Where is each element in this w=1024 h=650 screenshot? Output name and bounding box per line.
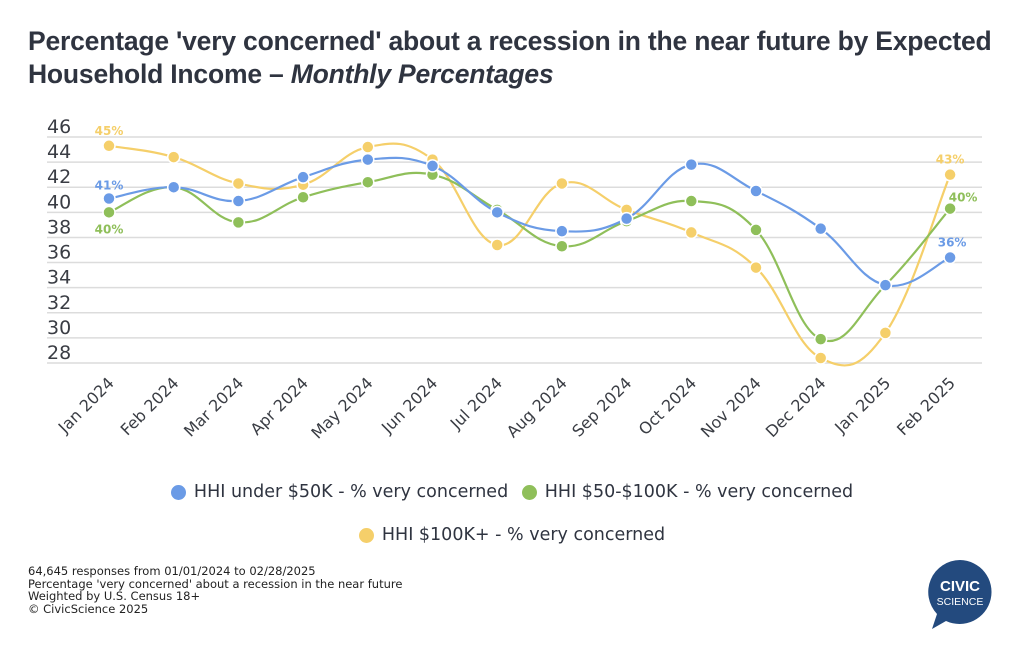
- data-label: 40%: [949, 191, 978, 205]
- legend-dot-icon: [358, 527, 374, 543]
- data-label: 45%: [95, 124, 124, 138]
- chart-title: Percentage 'very concerned' about a rece…: [28, 25, 1008, 91]
- data-point: [231, 194, 246, 208]
- data-point: [684, 157, 699, 172]
- x-tick-label: Apr 2024: [247, 373, 312, 438]
- legend-label: HHI $50-$100K - % very concerned: [544, 482, 854, 502]
- logo-text-civic: CIVIC: [940, 578, 980, 595]
- data-label: 41%: [95, 179, 124, 193]
- x-tick-label: Jan 2025: [830, 373, 894, 437]
- footer-weighting: Weighted by U.S. Census 18+: [28, 589, 201, 603]
- x-tick-label: May 2024: [307, 373, 376, 442]
- legend-label: HHI under $50K - % very concerned: [193, 482, 509, 502]
- data-point: [813, 332, 828, 346]
- y-tick-label: 30: [47, 317, 71, 339]
- data-point: [749, 260, 763, 275]
- data-point: [555, 239, 569, 253]
- series-line: [108, 142, 952, 367]
- x-tick-label: Sep 2024: [568, 373, 635, 440]
- footer-responses: 64,645 responses from 01/01/2024 to 02/2…: [28, 564, 316, 578]
- data-point: [943, 201, 957, 216]
- y-tick-label: 28: [47, 342, 71, 364]
- data-point: [231, 176, 246, 191]
- data-labels: 45% 43% 40% 40% 41% 36%: [95, 124, 978, 250]
- data-point: [166, 150, 181, 164]
- data-point: [231, 215, 246, 230]
- data-point: [166, 180, 181, 194]
- data-point: [296, 190, 310, 205]
- legend-label: HHI $100K+ - % very concerned: [381, 525, 666, 545]
- x-tick-label: Jun 2024: [377, 373, 441, 437]
- legend-row-2: HHI $100K+ - % very concerned: [0, 525, 1024, 548]
- x-tick-label: Mar 2024: [180, 373, 247, 440]
- footer-question: Percentage 'very concerned' about a rece…: [28, 576, 403, 591]
- data-point: [813, 351, 828, 365]
- data-point: [102, 191, 116, 206]
- x-tick-label: Jul 2024: [446, 373, 506, 433]
- data-point: [943, 167, 957, 182]
- footer-notes: 64,645 responses from 01/01/2024 to 02/2…: [28, 565, 402, 615]
- y-axis-ticks: 46 44 42 40 38 36 34 32 30 28: [47, 116, 71, 364]
- data-point: [684, 194, 699, 208]
- series-lines: [108, 142, 952, 367]
- y-tick-label: 32: [47, 292, 71, 314]
- data-point: [102, 139, 116, 153]
- data-point: [102, 205, 116, 220]
- y-tick-label: 46: [47, 116, 71, 138]
- data-point: [555, 224, 569, 238]
- x-tick-label: Oct 2024: [635, 373, 700, 438]
- chart-title-main: Percentage 'very concerned' about a rece…: [28, 26, 992, 89]
- y-tick-label: 38: [47, 216, 71, 238]
- x-tick-label: Nov 2024: [697, 373, 765, 441]
- data-label: 40%: [95, 222, 124, 236]
- data-point: [361, 152, 375, 167]
- legend-dot-icon: [170, 484, 186, 500]
- data-point: [943, 250, 957, 265]
- data-point: [361, 140, 375, 154]
- legend-item-under-50k[interactable]: HHI under $50K - % very concerned: [170, 482, 509, 502]
- y-tick-label: 34: [47, 267, 71, 289]
- y-tick-label: 36: [47, 242, 71, 264]
- data-point: [361, 175, 375, 189]
- y-tick-label: 40: [47, 191, 71, 213]
- x-tick-label: Jan 2024: [54, 373, 118, 437]
- data-point: [878, 278, 893, 292]
- x-tick-label: Feb 2024: [117, 373, 183, 439]
- data-point: [813, 221, 828, 236]
- logo-text-science: SCIENCE: [937, 596, 984, 608]
- data-point: [749, 184, 763, 198]
- x-tick-label: Aug 2024: [503, 373, 571, 441]
- data-point: [878, 326, 893, 340]
- data-point: [684, 225, 699, 240]
- data-point: [490, 205, 504, 220]
- data-point: [425, 159, 440, 173]
- data-point: [619, 211, 634, 226]
- chart-title-subtitle: Monthly Percentages: [290, 59, 554, 89]
- footer-copyright: © CivicScience 2025: [28, 601, 149, 616]
- series-points: [102, 139, 957, 365]
- civicscience-logo-icon: CIVIC SCIENCE: [928, 560, 992, 629]
- data-point: [555, 176, 569, 191]
- legend-row-1: HHI under $50K - % very concerned HHI $5…: [0, 482, 1024, 505]
- x-tick-label: Dec 2024: [762, 373, 830, 441]
- data-point: [490, 238, 504, 252]
- logo-bubble: [928, 560, 992, 629]
- data-point: [296, 170, 310, 184]
- data-label: 36%: [938, 236, 967, 250]
- y-tick-label: 42: [47, 166, 71, 188]
- data-point: [749, 223, 763, 237]
- x-tick-label: Feb 2025: [893, 373, 959, 439]
- y-tick-label: 44: [47, 141, 71, 163]
- legend-dot-icon: [521, 484, 537, 500]
- data-label: 43%: [936, 153, 965, 167]
- legend-item-100k-plus[interactable]: HHI $100K+ - % very concerned: [358, 525, 666, 545]
- legend-item-50k-100k[interactable]: HHI $50-$100K - % very concerned: [521, 482, 854, 502]
